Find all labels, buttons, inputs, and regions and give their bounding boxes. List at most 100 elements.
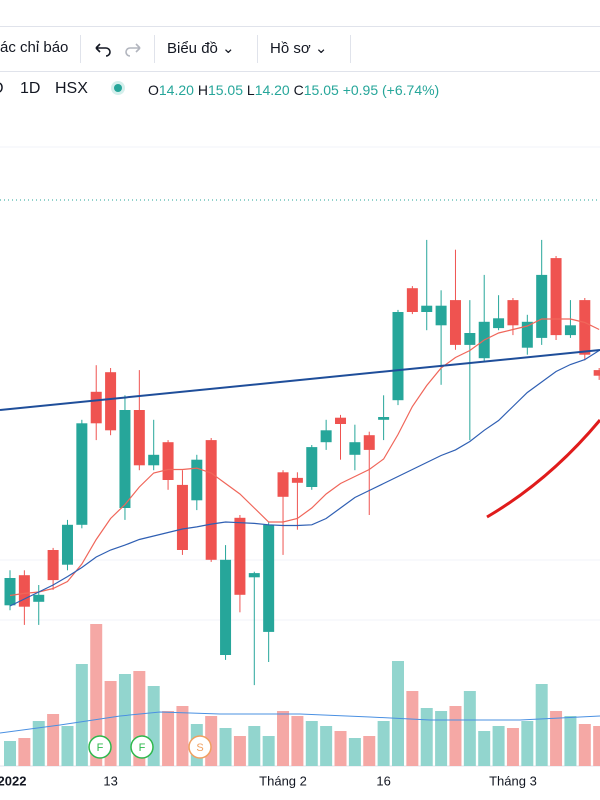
volume-bar xyxy=(463,691,476,766)
candle-body xyxy=(335,417,347,424)
volume-bar xyxy=(478,731,491,766)
candle-body xyxy=(320,430,332,443)
candle-body xyxy=(579,300,591,355)
candle-body xyxy=(435,305,447,326)
volume-bar xyxy=(90,624,103,766)
candle-body xyxy=(507,300,519,326)
candle-body xyxy=(378,417,390,420)
exchange: HSX xyxy=(55,80,88,97)
candle-body xyxy=(349,442,361,455)
event-badge[interactable]: F xyxy=(88,735,112,759)
candle-body xyxy=(33,594,45,602)
candle-body xyxy=(220,559,232,655)
candle-body xyxy=(306,447,318,487)
volume-bar xyxy=(593,726,600,766)
volume-bar xyxy=(435,711,448,766)
interval: 1D xyxy=(20,80,41,97)
volume-bar xyxy=(348,738,361,766)
event-badge[interactable]: F xyxy=(130,735,154,759)
event-label: F xyxy=(139,742,146,754)
profile-menu[interactable]: Hồ sơ ⌄ xyxy=(270,40,328,57)
candle-body xyxy=(421,305,433,312)
volume-bar xyxy=(391,661,404,766)
candle-body xyxy=(564,325,576,336)
candle-body xyxy=(162,442,174,480)
candle-body xyxy=(536,274,548,338)
symbol: D xyxy=(0,80,4,98)
candle-body xyxy=(277,472,289,497)
candle-body xyxy=(61,524,73,565)
volume-bar xyxy=(550,711,563,766)
candle-body xyxy=(47,550,59,581)
redo-icon[interactable] xyxy=(124,39,144,59)
x-tick-label: Tháng 3 xyxy=(489,773,537,788)
candle-body xyxy=(263,524,275,632)
volume-bar xyxy=(334,731,347,766)
volume-bar xyxy=(118,674,131,766)
separator xyxy=(154,35,155,63)
candle-body xyxy=(363,435,375,450)
event-label: S xyxy=(196,742,203,754)
volume-bar xyxy=(262,736,275,766)
volume-bar xyxy=(564,716,577,766)
ohlc: O14.20 H15.05 L14.20 C15.05 +0.95 (+6.74… xyxy=(148,82,439,98)
chart-menu[interactable]: Biểu đồ ⌄ xyxy=(167,40,235,57)
volume-bar xyxy=(521,721,534,766)
x-tick-label: Tháng 2 xyxy=(259,773,307,788)
volume-bar xyxy=(61,726,74,766)
volume-bar xyxy=(420,708,433,766)
volume-bar xyxy=(233,736,246,766)
o-value: 14.20 xyxy=(158,82,194,98)
candle-body xyxy=(105,372,117,431)
x-tick-label: 16 xyxy=(376,773,390,788)
toolbar: ác chỉ báo Biểu đồ ⌄ Hồ sơ ⌄ xyxy=(0,26,600,72)
volume-bar xyxy=(535,684,548,766)
change: +0.95 xyxy=(342,82,379,98)
l-label: L xyxy=(246,82,255,98)
trend-line xyxy=(0,349,600,411)
candle-body xyxy=(593,370,600,376)
candle-body xyxy=(90,391,102,424)
indicators-button[interactable]: ác chỉ báo xyxy=(0,39,69,56)
candle-body xyxy=(521,321,533,348)
volume-bar xyxy=(492,726,505,766)
volume-bar xyxy=(291,716,304,766)
candle-body xyxy=(18,575,30,607)
candle-body xyxy=(176,484,188,550)
candle-body xyxy=(76,423,88,525)
candle-body xyxy=(4,578,16,606)
moving-average xyxy=(9,349,600,607)
undo-icon[interactable] xyxy=(92,39,112,59)
status-dot xyxy=(114,84,122,92)
volume-bar xyxy=(506,728,519,766)
volume-bar xyxy=(305,721,318,766)
volume-bar xyxy=(578,724,591,766)
event-label: F xyxy=(97,742,104,754)
candle-body xyxy=(550,258,562,336)
event-badge[interactable]: S xyxy=(188,735,212,759)
separator xyxy=(257,35,258,63)
candle-body xyxy=(148,454,160,466)
chart-menu-label: Biểu đồ xyxy=(167,40,218,57)
change-pct: (+6.74%) xyxy=(382,82,440,98)
x-tick-label: 2022 xyxy=(0,773,26,788)
candle-body xyxy=(191,459,203,501)
volume-bar xyxy=(32,721,45,766)
volume-bar xyxy=(449,706,462,766)
candle-body xyxy=(493,318,505,329)
volume-bar xyxy=(406,691,419,766)
c-label: C xyxy=(293,82,304,98)
o-label: O xyxy=(148,82,159,98)
volume-bar xyxy=(277,711,290,766)
h-label: H xyxy=(197,82,208,98)
volume-bar xyxy=(176,706,189,766)
volume-bar xyxy=(47,714,60,766)
l-value: 14.20 xyxy=(254,82,290,98)
volume-ma xyxy=(0,711,600,734)
drawn-curve xyxy=(486,419,600,519)
volume-bar xyxy=(18,738,31,766)
candle-body xyxy=(234,517,246,595)
moving-average xyxy=(9,318,600,597)
